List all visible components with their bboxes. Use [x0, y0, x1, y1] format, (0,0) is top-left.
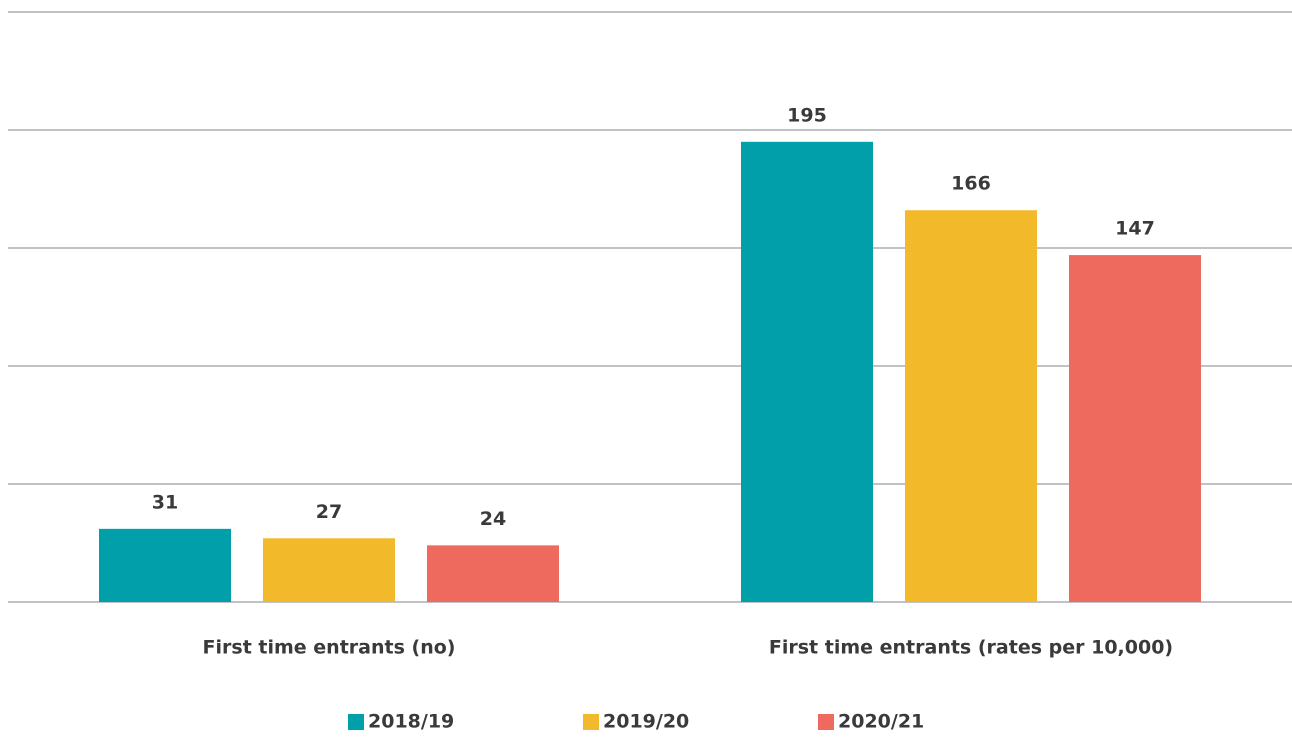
legend-label: 2020/21	[838, 711, 924, 733]
bar	[427, 545, 559, 602]
data-label: 147	[1115, 218, 1155, 240]
x-tick-label: First time entrants (no)	[203, 637, 456, 659]
x-tick-label: First time entrants (rates per 10,000)	[769, 637, 1173, 659]
data-label: 27	[316, 501, 342, 523]
bar	[741, 141, 873, 603]
bar	[99, 528, 231, 602]
legend-swatch	[348, 714, 364, 730]
data-label: 195	[787, 104, 827, 126]
legend-swatch	[583, 714, 599, 730]
data-label: 166	[951, 173, 991, 195]
legend-label: 2019/20	[603, 711, 689, 733]
bar	[905, 210, 1037, 603]
legend-label: 2018/19	[368, 711, 454, 733]
bar	[263, 538, 395, 602]
legend-swatch	[818, 714, 834, 730]
data-label: 24	[480, 508, 506, 530]
bar	[1069, 255, 1201, 602]
data-label: 31	[152, 491, 178, 513]
